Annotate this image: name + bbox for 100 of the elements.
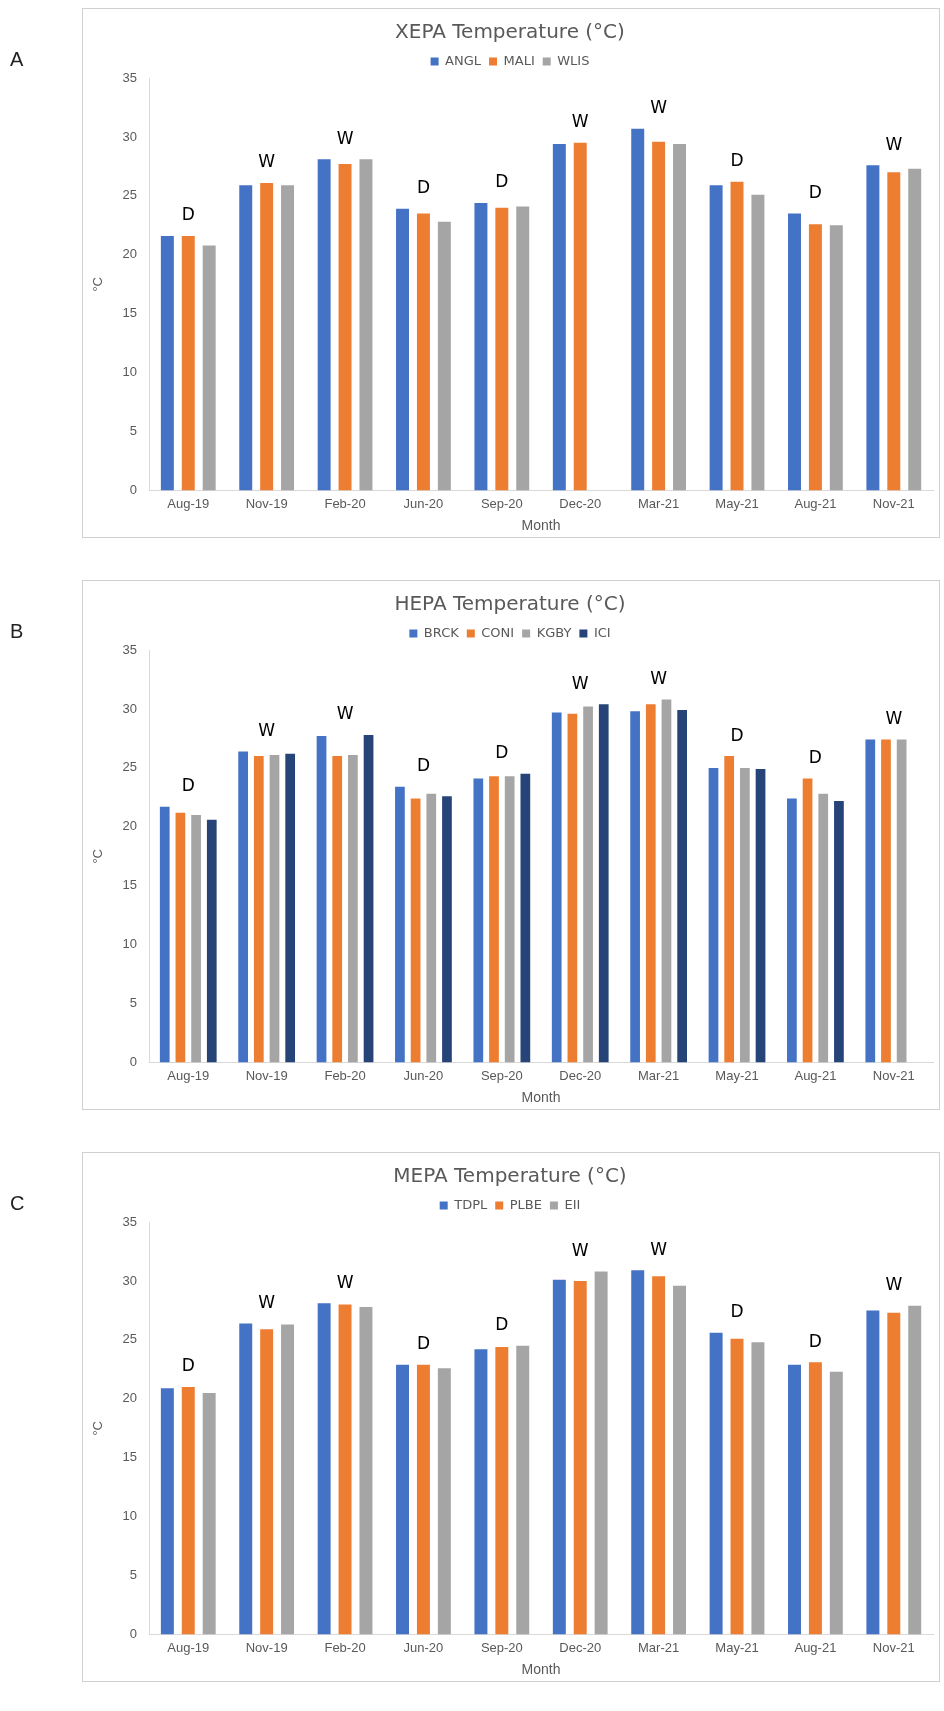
bar: [359, 1306, 373, 1635]
legend-label: BRCK: [423, 624, 460, 640]
bar: [239, 185, 253, 491]
y-tick-label: 35: [122, 69, 138, 85]
y-tick-label: 0: [129, 1054, 138, 1070]
bar: [887, 1312, 901, 1635]
x-tick-label: Jun-20: [403, 1067, 444, 1083]
x-tick-label: Aug-21: [794, 1067, 837, 1083]
x-axis-title: Month: [521, 1089, 561, 1106]
bar: [495, 1346, 509, 1635]
x-tick-label: Dec-20: [559, 1067, 602, 1083]
legend-label: ICI: [593, 624, 611, 640]
y-tick-label: 15: [122, 1449, 138, 1465]
bar: [730, 1338, 744, 1635]
text: A: [10, 48, 24, 71]
bar: [426, 793, 437, 1063]
y-tick-label: 10: [122, 936, 138, 952]
bar: [709, 1332, 723, 1635]
y-tick-label: 10: [122, 1508, 138, 1524]
bar: [834, 800, 844, 1063]
legend-label: PLBE: [509, 1196, 542, 1212]
bar: [191, 815, 201, 1063]
annotation: W: [885, 133, 903, 154]
x-tick-label: Aug-21: [794, 495, 837, 511]
y-tick-label: 15: [122, 305, 138, 321]
bar: [751, 194, 765, 491]
x-tick-label: Sep-20: [480, 1639, 523, 1655]
x-tick-label: Nov-21: [872, 495, 915, 511]
y-tick-label: 5: [129, 423, 138, 439]
annotation: W: [885, 708, 903, 729]
x-tick-label: Aug-19: [167, 1639, 210, 1655]
annotation: D: [495, 742, 509, 763]
bar: [808, 224, 822, 491]
annotation: D: [495, 171, 509, 192]
chart-title: XEPA Temperature (°C): [395, 19, 625, 44]
annotation: W: [650, 97, 668, 118]
y-tick-label: 25: [122, 759, 138, 775]
x-tick-label: Aug-19: [167, 1067, 210, 1083]
bar: [755, 769, 766, 1063]
text: C: [10, 1192, 25, 1215]
bar: [395, 786, 405, 1063]
x-tick-label: May-21: [715, 1639, 759, 1655]
bar: [160, 1388, 174, 1635]
x-tick-label: Nov-21: [872, 1067, 915, 1083]
x-tick-label: Dec-20: [559, 495, 602, 511]
bar: [175, 812, 186, 1063]
bar: [442, 796, 452, 1063]
annotation: W: [336, 1271, 354, 1292]
bar: [802, 778, 813, 1063]
annotation: D: [730, 1301, 744, 1322]
annotation: W: [258, 1291, 276, 1312]
bar: [788, 1364, 801, 1635]
bar: [206, 819, 217, 1063]
annotation: D: [730, 150, 744, 171]
bar: [724, 756, 735, 1063]
bar: [652, 1276, 666, 1635]
x-tick-label: Aug-21: [794, 1639, 837, 1655]
y-tick-label: 30: [122, 700, 138, 716]
legend-label: CONI: [481, 624, 515, 640]
bar: [317, 159, 331, 491]
annotation: D: [181, 1355, 195, 1376]
x-tick-label: Mar-21: [638, 1067, 680, 1083]
x-tick-label: Jun-20: [403, 1639, 444, 1655]
bar: [504, 776, 515, 1063]
bar: [396, 1364, 410, 1635]
bar: [416, 213, 430, 491]
y-tick-label: 30: [122, 128, 138, 144]
bar: [808, 1362, 822, 1635]
bar: [474, 1349, 488, 1635]
bar: [552, 144, 566, 491]
y-axis-title: °C: [90, 849, 106, 864]
x-tick-label: Mar-21: [638, 495, 680, 511]
y-tick-label: 0: [129, 1626, 138, 1642]
bar: [396, 208, 410, 491]
annotation: W: [571, 672, 589, 693]
annotation: D: [416, 177, 430, 198]
bar: [317, 1303, 331, 1635]
y-tick-label: 5: [129, 1567, 138, 1583]
bar: [253, 756, 264, 1063]
bar: [410, 798, 421, 1063]
bar: [583, 706, 593, 1063]
bar: [708, 767, 719, 1063]
annotation: D: [416, 1333, 430, 1354]
y-tick-label: 5: [129, 995, 138, 1011]
bar: [645, 704, 656, 1063]
bar: [159, 806, 170, 1063]
legend-label: EII: [564, 1196, 581, 1212]
x-tick-label: Feb-20: [324, 1639, 366, 1655]
bar: [202, 245, 216, 491]
x-axis-title: Month: [521, 517, 561, 534]
bar: [866, 1310, 880, 1635]
bar: [881, 739, 891, 1063]
annotation: W: [650, 667, 668, 688]
x-axis-title: Month: [521, 1661, 561, 1678]
bar: [567, 713, 578, 1063]
bar: [516, 1345, 530, 1635]
annotation: D: [181, 204, 195, 225]
bar: [332, 756, 343, 1063]
bar: [338, 164, 352, 491]
chart-title: MEPA Temperature (°C): [393, 1163, 627, 1188]
